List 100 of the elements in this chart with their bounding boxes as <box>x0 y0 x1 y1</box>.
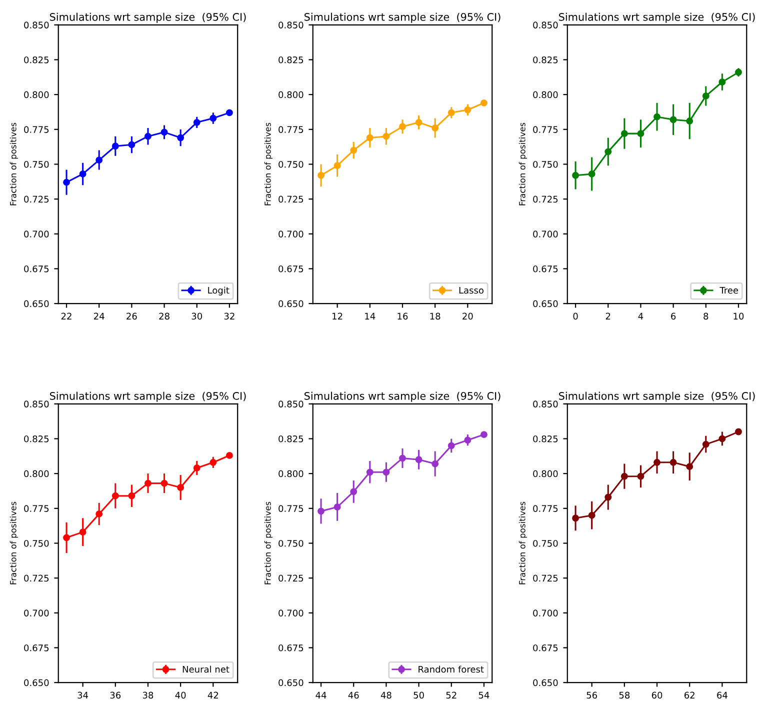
y-axis-title: Fraction of positives <box>264 122 272 206</box>
y-tick-label: 0.675 <box>533 265 558 272</box>
y-tick-label: 0.850 <box>533 400 558 408</box>
x-tick-label: 62 <box>684 692 694 699</box>
y-tick-label: 0.725 <box>533 196 558 203</box>
y-tick-label: 0.800 <box>24 470 49 478</box>
x-tick-label: 28 <box>159 312 170 320</box>
y-tick-label: 0.725 <box>278 196 304 203</box>
y-tick-label: 0.675 <box>24 265 49 272</box>
x-tick-label: 38 <box>142 692 154 699</box>
y-tick-label: 0.775 <box>278 126 304 133</box>
y-tick-label: 0.675 <box>278 265 304 272</box>
y-tick-label: 0.825 <box>24 435 49 442</box>
x-tick-label: 0 <box>573 312 578 320</box>
y-tick-label: 0.675 <box>278 644 304 652</box>
x-tick-label: 36 <box>110 692 121 699</box>
y-tick-label: 0.850 <box>533 22 558 28</box>
y-tick-label: 0.775 <box>24 126 49 133</box>
chart-title: Simulations wrt sample size (95% CI) <box>559 12 755 23</box>
y-tick-label: 0.650 <box>24 300 49 308</box>
y-tick-label: 0.750 <box>533 160 558 168</box>
y-tick-label: 0.800 <box>278 91 304 98</box>
x-tick-label: 42 <box>208 692 218 698</box>
y-tick-label: 0.825 <box>533 435 558 442</box>
x-tick-label: 10 <box>734 312 744 320</box>
x-tick-label: 64 <box>717 692 728 699</box>
y-tick-label: 0.750 <box>24 540 49 547</box>
y-axis-title: Fraction of positives <box>10 502 18 584</box>
y-tick-label: 0.750 <box>24 160 49 168</box>
y-tick-label: 0.650 <box>533 679 558 686</box>
x-tick-label: 30 <box>192 312 202 320</box>
legend-label: Tree <box>720 286 738 294</box>
y-tick-label: 0.825 <box>24 56 49 64</box>
y-tick-label: 0.775 <box>278 505 304 512</box>
y-tick-label: 0.725 <box>24 196 49 203</box>
x-tick-label: 52 <box>446 692 456 699</box>
y-tick-label: 0.650 <box>278 300 304 308</box>
y-tick-label: 0.700 <box>533 230 558 238</box>
x-tick-label: 18 <box>430 312 440 320</box>
y-tick-label: 0.700 <box>278 230 304 238</box>
x-tick-label: 24 <box>94 312 104 320</box>
y-tick-label: 0.850 <box>278 400 304 408</box>
y-tick-label: 0.800 <box>533 470 558 478</box>
x-tick-label: 50 <box>414 692 424 699</box>
y-tick-label: 0.750 <box>278 160 304 168</box>
y-tick-label: 0.700 <box>24 230 49 238</box>
x-tick-label: 56 <box>586 692 598 699</box>
y-tick-label: 0.850 <box>24 22 49 28</box>
legend-label: Logit <box>208 286 230 296</box>
y-tick-label: 0.800 <box>278 470 304 478</box>
y-tick-label: 0.775 <box>533 505 558 512</box>
x-tick-label: 22 <box>61 312 72 320</box>
chart-title: Simulations wrt sample size (95% CI) <box>50 392 246 402</box>
legend-label: Random forest <box>418 666 484 673</box>
x-tick-label: 26 <box>126 312 137 320</box>
x-tick-label: 46 <box>348 692 359 699</box>
x-tick-label: 14 <box>365 312 376 320</box>
x-tick-label: 34 <box>78 692 88 699</box>
x-tick-label: 40 <box>175 692 186 699</box>
y-tick-label: 0.825 <box>278 56 304 64</box>
x-tick-label: 4 <box>638 312 644 320</box>
y-tick-label: 0.700 <box>533 610 558 616</box>
y-tick-label: 0.775 <box>24 505 49 512</box>
x-tick-label: 44 <box>316 692 326 698</box>
x-tick-label: 12 <box>332 312 342 320</box>
x-tick-label: 8 <box>704 312 708 320</box>
y-axis-title: Fraction of positives <box>10 122 18 206</box>
x-tick-label: 58 <box>619 692 630 699</box>
y-tick-label: 0.650 <box>24 679 49 686</box>
x-tick-label: 32 <box>224 312 234 320</box>
x-tick-label: 16 <box>398 312 408 320</box>
y-tick-label: 0.650 <box>533 300 558 308</box>
y-tick-label: 0.650 <box>278 679 304 686</box>
legend-label: Neural net <box>182 666 230 673</box>
x-tick-label: 2 <box>606 312 610 320</box>
y-tick-label: 0.700 <box>24 610 49 616</box>
y-tick-label: 0.775 <box>533 126 558 133</box>
y-tick-label: 0.725 <box>278 574 304 582</box>
y-tick-label: 0.725 <box>533 574 558 582</box>
y-tick-label: 0.825 <box>278 435 304 442</box>
x-tick-label: 20 <box>462 312 473 320</box>
chart-title: Simulations wrt sample size (95% CI) <box>50 12 246 23</box>
legend-label: Lasso <box>459 286 484 294</box>
y-axis-title: Fraction of positives <box>518 502 527 584</box>
y-tick-label: 0.750 <box>533 540 558 547</box>
x-tick-label: 48 <box>380 692 392 699</box>
chart-title: Simulations wrt sample size (95% CI) <box>559 392 755 402</box>
y-tick-label: 0.675 <box>24 644 49 652</box>
chart-title: Simulations wrt sample size (95% CI) <box>304 12 500 23</box>
x-tick-label: 54 <box>478 692 490 699</box>
y-tick-label: 0.725 <box>24 574 49 582</box>
x-tick-label: 6 <box>671 312 676 320</box>
chart-title: Simulations wrt sample size (95% CI) <box>304 392 500 402</box>
y-axis-title: Fraction of positives <box>518 122 527 206</box>
y-tick-label: 0.825 <box>533 56 558 64</box>
y-tick-label: 0.750 <box>278 540 304 547</box>
y-tick-label: 0.850 <box>278 22 304 28</box>
y-tick-label: 0.800 <box>533 91 558 98</box>
y-axis-title: Fraction of positives <box>264 502 272 584</box>
y-tick-label: 0.700 <box>278 610 304 616</box>
